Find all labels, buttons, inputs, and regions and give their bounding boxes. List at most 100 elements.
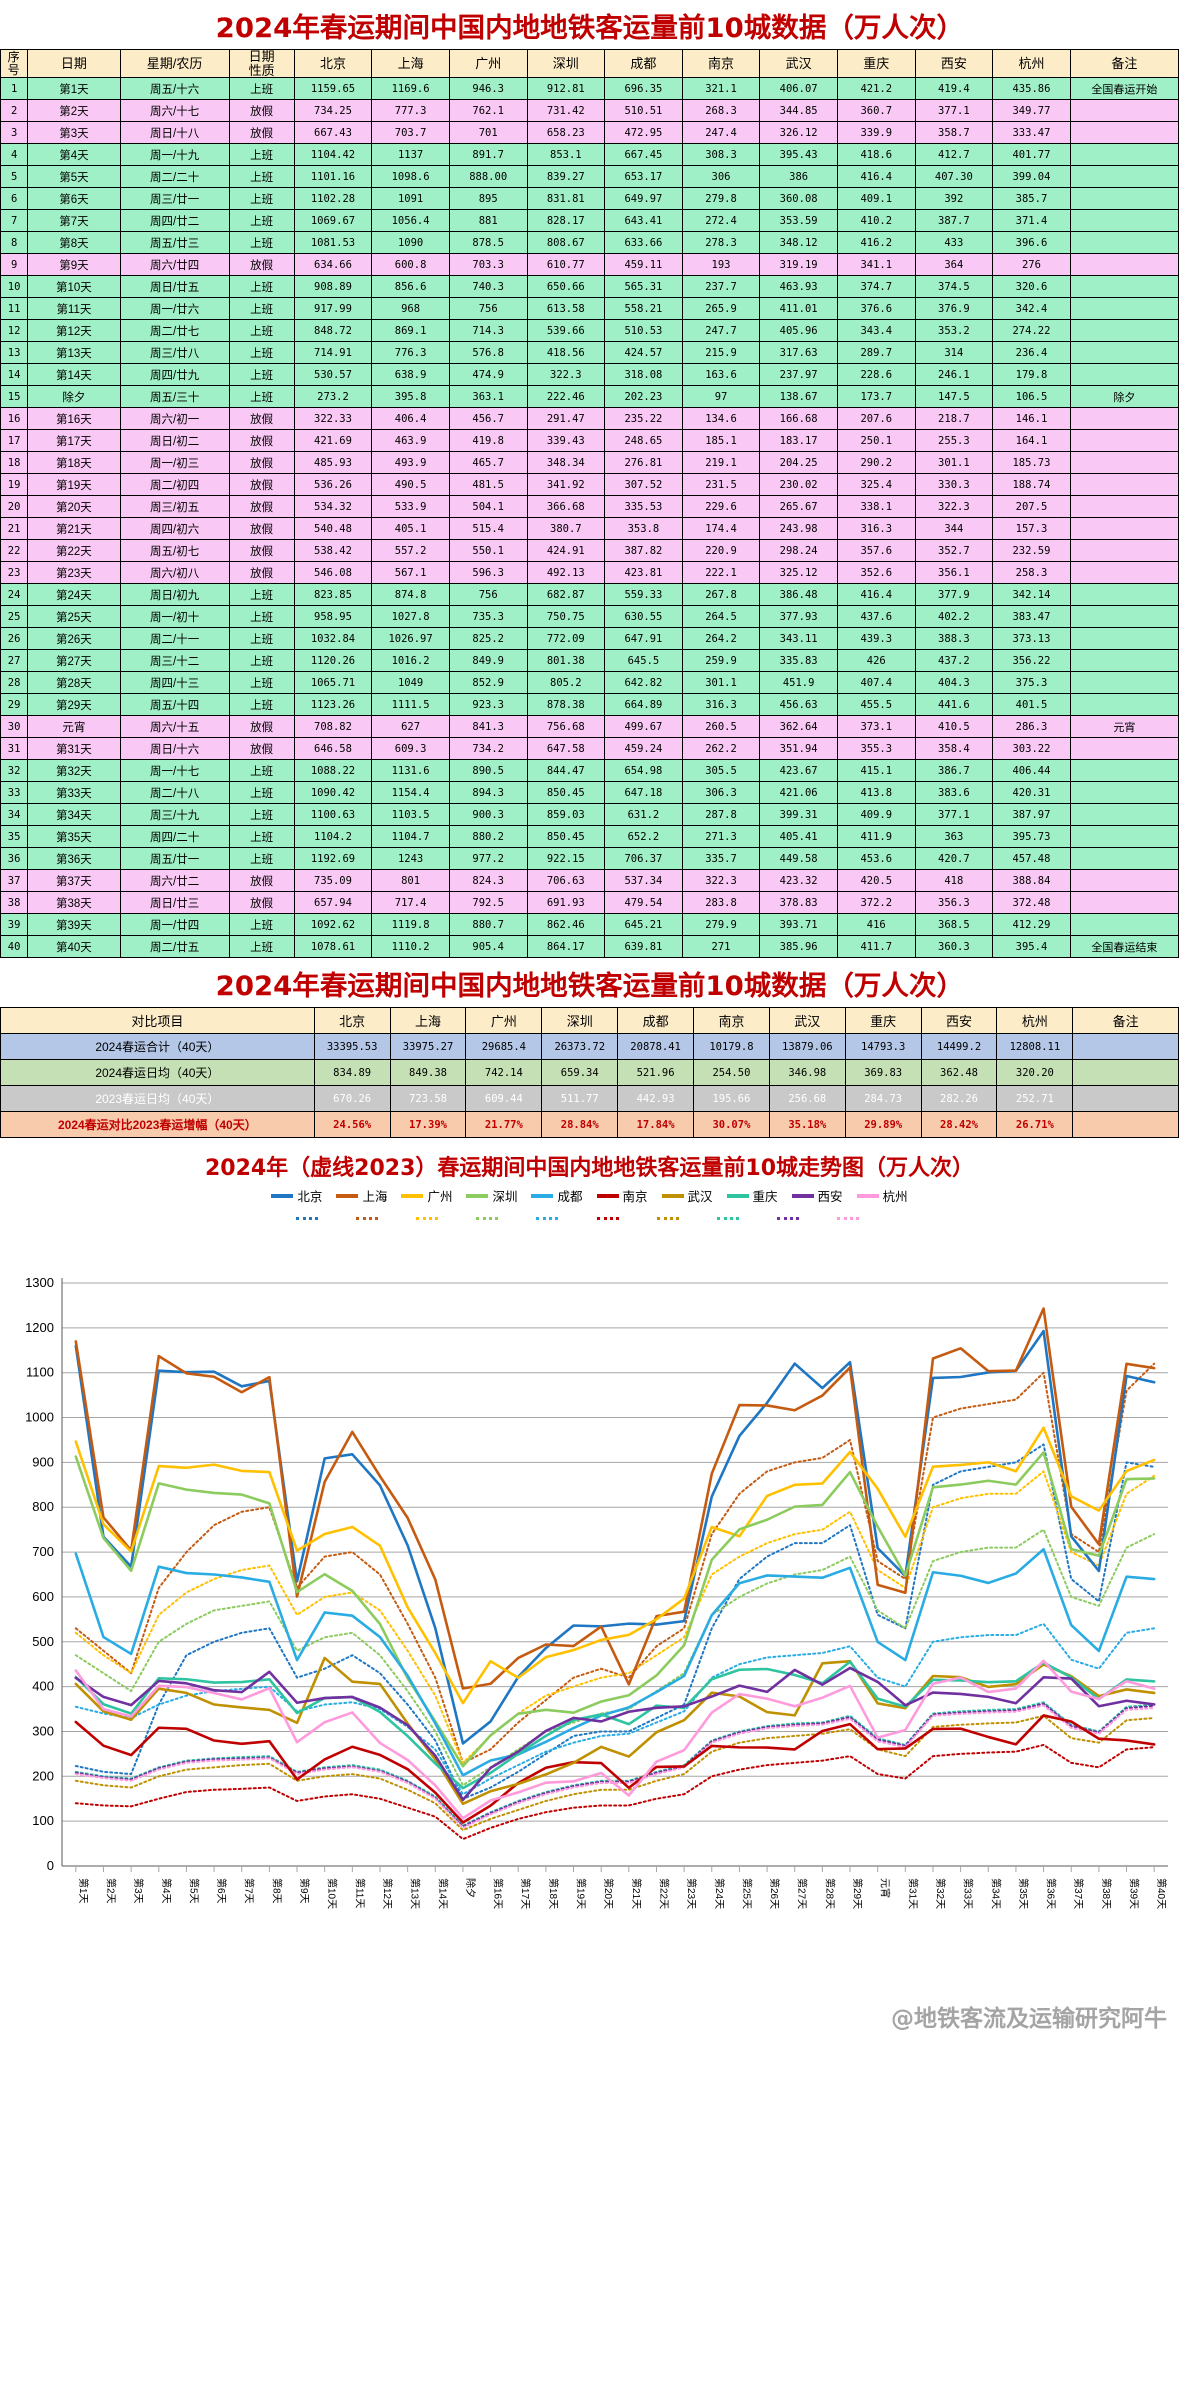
cell-city-1: 777.3 bbox=[371, 99, 450, 123]
cell-city-4: 423.81 bbox=[604, 561, 683, 585]
cell-day-type: 放假 bbox=[228, 715, 295, 739]
cell-city-0: 1102.28 bbox=[293, 187, 373, 211]
cell-city-4: 510.53 bbox=[604, 319, 683, 343]
cell-city-5: 174.4 bbox=[681, 517, 761, 541]
cell-note bbox=[1069, 121, 1179, 145]
cell-city-1: 406.4 bbox=[371, 407, 450, 431]
cell-city-1: 1137 bbox=[371, 143, 450, 167]
cell-index: 36 bbox=[0, 847, 29, 871]
cell-index: 25 bbox=[0, 605, 29, 629]
cell-city-2: 841.3 bbox=[448, 715, 528, 739]
cell-day: 第10天 bbox=[27, 275, 121, 299]
cell-city-4: 645.21 bbox=[604, 913, 683, 937]
cell-city-3: 366.68 bbox=[526, 495, 606, 519]
table-row: 40 第40天 周二/廿五 上班 1078.61 1110.2 905.4 864.17 639… bbox=[0, 935, 1179, 959]
series-广州-2024 bbox=[74, 1426, 1156, 1705]
cell-city-3: 691.93 bbox=[526, 891, 606, 915]
cell-city-6: 326.12 bbox=[759, 121, 838, 145]
cell-weekday-lunar: 周四/二十 bbox=[119, 825, 230, 849]
cell-day-type: 放假 bbox=[228, 429, 295, 453]
cell-city-8: 330.3 bbox=[914, 473, 994, 497]
cell-day: 第5天 bbox=[27, 165, 121, 189]
cell-city-2: 714.3 bbox=[448, 319, 528, 343]
cell-city-8: 352.7 bbox=[914, 539, 994, 563]
cell-note bbox=[1069, 627, 1179, 651]
summary-header-row: 对比项目 北京 上海 广州 深圳 成都 南京 武汉 重庆 西安 杭州 备注 bbox=[0, 1007, 1179, 1035]
cell-city-4: 647.18 bbox=[604, 781, 683, 805]
cell-city-9: 401.77 bbox=[992, 143, 1071, 167]
cell-city-2: 878.5 bbox=[448, 231, 528, 255]
cell-note bbox=[1069, 165, 1179, 189]
cell-city-6: 344.85 bbox=[759, 99, 838, 123]
svg-text:600: 600 bbox=[32, 1589, 54, 1604]
cell-city-6: 138.67 bbox=[759, 385, 838, 409]
table-row: 29 第29天 周五/十四 上班 1123.26 1111.5 923.3 878.38 664… bbox=[0, 693, 1179, 717]
cell-day: 第35天 bbox=[27, 825, 121, 849]
cell-day-type: 放假 bbox=[228, 539, 295, 563]
cell-city-2: 701 bbox=[448, 121, 528, 145]
svg-text:第37天: 第37天 bbox=[1072, 1878, 1085, 1909]
cell-city-2: 363.1 bbox=[448, 385, 528, 409]
table-row: 39 第39天 周一/廿四 上班 1092.62 1119.8 880.7 862.46 645… bbox=[0, 913, 1179, 937]
summary-cell-note bbox=[1072, 1033, 1179, 1061]
cell-index: 1 bbox=[0, 77, 29, 101]
cell-day-type: 上班 bbox=[228, 319, 295, 343]
trend-chart: 2024年（虚线2023）春运期间中国内地地铁客运量前10城走势图（万人次） 北… bbox=[0, 1138, 1179, 2044]
series-上海-2024 bbox=[74, 1307, 1156, 1691]
cell-note bbox=[1069, 187, 1179, 211]
column-header-11: 重庆 bbox=[836, 48, 916, 79]
cell-index: 17 bbox=[0, 429, 29, 453]
legend-item-dotted-深圳: 深圳 bbox=[476, 1208, 522, 1225]
summary-cell-city-9: 26.71% bbox=[996, 1111, 1074, 1139]
legend-item-武汉: 武汉 bbox=[661, 1186, 713, 1205]
cell-city-3: 380.7 bbox=[526, 517, 606, 541]
column-header-0: 序号 bbox=[0, 48, 29, 79]
cell-city-0: 1100.63 bbox=[293, 803, 373, 827]
cell-city-1: 533.9 bbox=[371, 495, 450, 519]
legend-item-重庆: 重庆 bbox=[726, 1186, 778, 1205]
cell-day: 第9天 bbox=[27, 253, 121, 277]
cell-day-type: 上班 bbox=[228, 693, 295, 717]
cell-index: 13 bbox=[0, 341, 29, 365]
cell-city-2: 881 bbox=[448, 209, 528, 233]
cell-city-2: 515.4 bbox=[448, 517, 528, 541]
series-南京-2024 bbox=[74, 1714, 1156, 1825]
cell-city-7: 228.6 bbox=[836, 363, 916, 387]
cell-city-1: 968 bbox=[371, 297, 450, 321]
cell-city-1: 1131.6 bbox=[371, 759, 450, 783]
summary-row: 2024春运合计（40天） 33395.53 33975.27 29685.4 2637… bbox=[0, 1033, 1179, 1061]
cell-city-9: 232.59 bbox=[992, 539, 1071, 563]
summary-cell-city-5: 30.07% bbox=[693, 1111, 770, 1139]
cell-city-6: 319.19 bbox=[759, 253, 838, 277]
legend-item-杭州: 杭州 bbox=[856, 1186, 908, 1205]
svg-text:第18天: 第18天 bbox=[547, 1878, 560, 1909]
cell-city-1: 856.6 bbox=[371, 275, 450, 299]
cell-city-0: 1081.53 bbox=[293, 231, 373, 255]
cell-city-6: 385.96 bbox=[759, 935, 838, 959]
cell-city-1: 703.7 bbox=[371, 121, 450, 145]
summary-row-label: 2024春运对比2023春运增幅（40天） bbox=[0, 1111, 315, 1139]
cell-city-0: 646.58 bbox=[293, 737, 373, 761]
legend-item-dotted-杭州: 杭州 bbox=[836, 1208, 883, 1225]
cell-city-7: 411.7 bbox=[836, 935, 916, 959]
cell-city-4: 307.52 bbox=[604, 473, 683, 497]
svg-text:第8天: 第8天 bbox=[270, 1878, 283, 1904]
cell-city-6: 204.25 bbox=[759, 451, 838, 475]
cell-weekday-lunar: 周五/廿三 bbox=[119, 231, 230, 255]
cell-day: 第36天 bbox=[27, 847, 121, 871]
cell-day-type: 上班 bbox=[228, 385, 295, 409]
cell-city-4: 706.37 bbox=[604, 847, 683, 871]
table-row: 28 第28天 周四/十三 上班 1065.71 1049 852.9 805.2 642.82… bbox=[0, 671, 1179, 695]
cell-index: 29 bbox=[0, 693, 29, 717]
cell-city-5: 264.5 bbox=[681, 605, 761, 629]
summary-cell-city-0: 33395.53 bbox=[313, 1033, 391, 1061]
cell-city-9: 342.14 bbox=[992, 583, 1071, 607]
cell-city-3: 839.27 bbox=[526, 165, 606, 189]
cell-city-4: 248.65 bbox=[604, 429, 683, 453]
cell-city-4: 276.81 bbox=[604, 451, 683, 475]
svg-text:1100: 1100 bbox=[26, 1365, 54, 1380]
cell-city-8: 376.9 bbox=[914, 297, 994, 321]
summary-cell-city-6: 256.68 bbox=[768, 1085, 846, 1113]
svg-text:第38天: 第38天 bbox=[1100, 1878, 1113, 1909]
cell-city-0: 908.89 bbox=[293, 275, 373, 299]
